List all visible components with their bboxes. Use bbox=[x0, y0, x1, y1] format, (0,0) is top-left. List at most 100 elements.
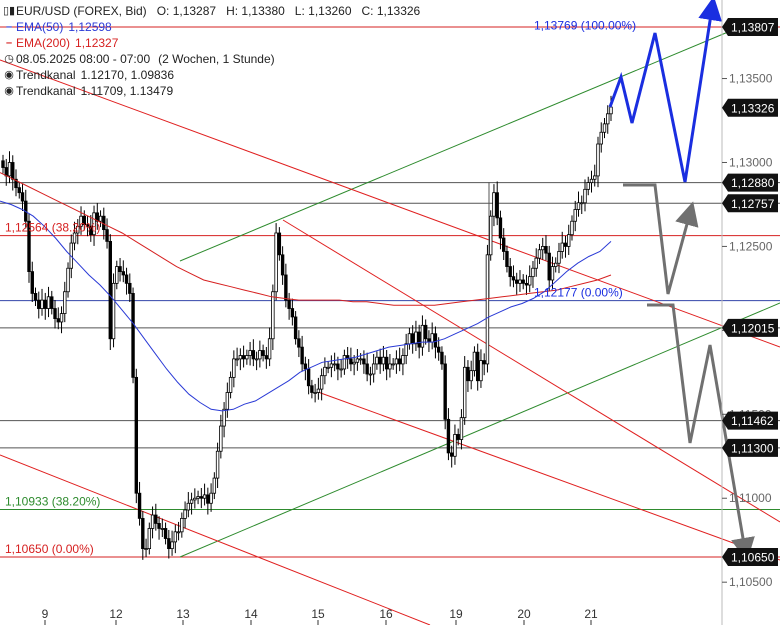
candle-body bbox=[332, 363, 337, 366]
candle-body bbox=[596, 143, 600, 177]
candle-body bbox=[154, 514, 158, 524]
candle-body bbox=[180, 517, 184, 533]
candle-body bbox=[202, 494, 207, 499]
x-tick-label: 20 bbox=[517, 607, 531, 621]
x-tick-label: 16 bbox=[379, 607, 393, 621]
candle-body bbox=[388, 363, 392, 370]
price-tag-label: 1,11462 bbox=[731, 414, 774, 428]
candle-body bbox=[102, 215, 106, 231]
candle-body bbox=[215, 450, 220, 479]
downtrend-line-upper bbox=[0, 59, 780, 348]
candle-body bbox=[290, 308, 295, 318]
target-icon: ◉ bbox=[4, 69, 14, 81]
candle-body bbox=[40, 299, 44, 309]
candle-body bbox=[436, 346, 441, 353]
legend-instrument: EUR/USD (FOREX, Bid) bbox=[16, 4, 147, 18]
candle-body bbox=[407, 333, 412, 345]
candle-body bbox=[63, 291, 67, 314]
candle-body bbox=[264, 355, 269, 360]
uptrend-line-lower bbox=[179, 302, 780, 558]
candle-body bbox=[401, 355, 405, 365]
candle-body bbox=[27, 220, 31, 273]
bearish-scenario-arrow-1 bbox=[623, 183, 699, 295]
candle-body bbox=[131, 293, 135, 378]
legend-timeframe: (2 Wochen, 1 Stunde) bbox=[158, 52, 275, 66]
candle-body bbox=[245, 355, 249, 360]
candle-body bbox=[339, 368, 343, 371]
candle-body bbox=[121, 271, 125, 276]
candle-body bbox=[43, 299, 47, 309]
candle-body bbox=[482, 360, 486, 365]
candle-body bbox=[485, 254, 490, 365]
candle-body bbox=[7, 162, 12, 177]
candle-body bbox=[375, 356, 379, 365]
candle-body bbox=[599, 131, 603, 145]
x-tick-label: 19 bbox=[449, 607, 463, 621]
candle-body bbox=[336, 363, 340, 370]
candle-body bbox=[267, 338, 272, 360]
uptrend-line-upper bbox=[179, 31, 729, 262]
x-tick-label: 12 bbox=[109, 607, 123, 621]
legend-trend2-value: 1.11709, 1.13479 bbox=[80, 84, 174, 98]
candle-body bbox=[580, 202, 584, 205]
candle-body bbox=[368, 373, 373, 376]
candle-body bbox=[462, 366, 467, 419]
candle-body bbox=[150, 514, 155, 529]
downtrend-line-lower bbox=[0, 454, 431, 625]
price-tags: 1,13807 1,13326 1,12880 1,12757 1,12015 1,114… bbox=[722, 18, 778, 566]
candle-body bbox=[186, 502, 191, 511]
y-tick-label: 1,12500 bbox=[729, 239, 773, 253]
candle-body bbox=[352, 361, 356, 365]
x-tick-label: 14 bbox=[244, 607, 258, 621]
downtrend-line-channel bbox=[317, 391, 780, 561]
price-tag bbox=[722, 411, 778, 430]
candlestick-series bbox=[1, 95, 613, 560]
fib-label: 1,10933 (38.20%) bbox=[5, 494, 100, 508]
candle-body bbox=[11, 162, 15, 180]
candle-body bbox=[576, 202, 581, 210]
candle-body bbox=[98, 215, 103, 222]
candle-body bbox=[567, 234, 571, 247]
legend-open: O: 1,13287 bbox=[156, 4, 217, 18]
candle-body bbox=[4, 167, 8, 177]
candle-body bbox=[479, 360, 483, 382]
candle-body bbox=[433, 333, 438, 348]
legend-trend2-label: Trendkanal bbox=[16, 84, 76, 98]
y-tick-label: 1,13500 bbox=[729, 72, 773, 86]
candle-body bbox=[219, 425, 223, 452]
candle-body bbox=[511, 276, 516, 281]
candle-body bbox=[475, 351, 480, 382]
candle-body bbox=[316, 388, 321, 393]
candle-body bbox=[310, 385, 314, 393]
candle-body bbox=[378, 356, 382, 365]
candle-body bbox=[502, 237, 506, 252]
candle-body bbox=[313, 392, 317, 394]
candle-body bbox=[492, 192, 496, 217]
candle-body bbox=[59, 313, 64, 323]
forecast-scenarios bbox=[608, 0, 755, 562]
candle-body bbox=[410, 333, 415, 345]
y-tick-label: 1,10500 bbox=[729, 575, 773, 589]
price-tag-label: 1,13326 bbox=[731, 101, 775, 115]
candle-body bbox=[232, 358, 236, 378]
candle-body bbox=[56, 318, 60, 323]
candle-body bbox=[453, 434, 457, 457]
candle-body bbox=[349, 358, 353, 365]
x-tick-label: 15 bbox=[311, 607, 325, 621]
candle-body bbox=[583, 188, 587, 204]
candle-body bbox=[274, 232, 278, 293]
legend-ema200-row: – EMA(200) 1,12327 bbox=[2, 35, 420, 51]
trend-channels bbox=[0, 31, 780, 625]
candle-body bbox=[342, 355, 347, 370]
candle-body bbox=[89, 225, 93, 236]
fib-label: 1,10650 (0.00%) bbox=[5, 542, 94, 556]
price-tag bbox=[722, 548, 778, 566]
candle-body bbox=[76, 225, 80, 234]
candle-body bbox=[189, 499, 194, 504]
candle-body bbox=[498, 217, 503, 239]
legend-ema50-label: EMA(50) bbox=[16, 20, 64, 34]
candle-body bbox=[222, 408, 226, 427]
legend-ema50-row: – EMA(50) 1,12598 bbox=[2, 19, 420, 35]
candle-body bbox=[147, 528, 152, 550]
